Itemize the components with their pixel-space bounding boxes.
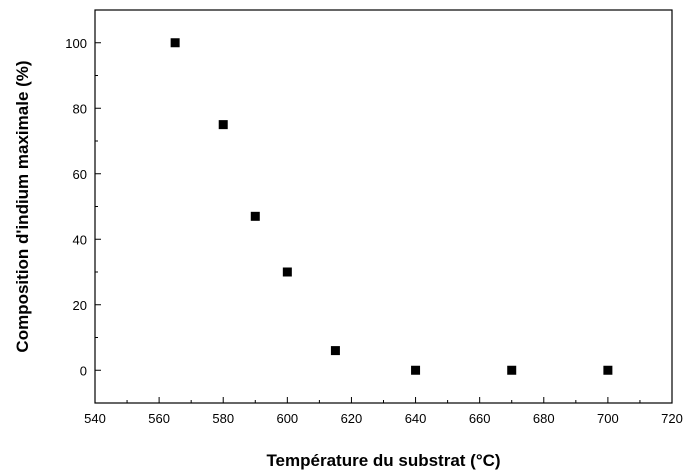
x-axis-title: Température du substrat (°C)	[266, 451, 500, 470]
data-point	[507, 365, 517, 375]
data-point	[170, 38, 180, 48]
plot-frame	[94, 9, 673, 404]
data-point	[330, 346, 340, 356]
x-axis: 540 560 580 600 620 640 660 680 700 720	[84, 397, 683, 426]
y-tick-label: 100	[65, 36, 87, 51]
data-point	[218, 120, 228, 130]
x-tick-label: 640	[405, 411, 427, 426]
x-tick-label: 620	[341, 411, 363, 426]
data-point	[250, 211, 260, 221]
y-axis: 0 20 40 60 80 100	[65, 9, 101, 404]
data-series	[170, 38, 613, 375]
x-tick-label: 680	[533, 411, 555, 426]
y-tick-label: 60	[73, 167, 87, 182]
data-point	[282, 267, 292, 277]
x-tick-label: 660	[469, 411, 491, 426]
x-tick-label: 720	[661, 411, 683, 426]
y-tick-label: 0	[80, 363, 87, 378]
y-tick-label: 40	[73, 232, 87, 247]
x-tick-label: 580	[212, 411, 234, 426]
x-tick-label: 560	[148, 411, 170, 426]
x-tick-label: 540	[84, 411, 106, 426]
x-tick-label: 600	[276, 411, 298, 426]
y-axis-title: Composition d'indium maximale (%)	[13, 60, 32, 352]
x-tick-label: 700	[597, 411, 619, 426]
y-tick-label: 20	[73, 298, 87, 313]
data-point	[411, 365, 421, 375]
data-point	[603, 365, 613, 375]
y-tick-label: 80	[73, 101, 87, 116]
